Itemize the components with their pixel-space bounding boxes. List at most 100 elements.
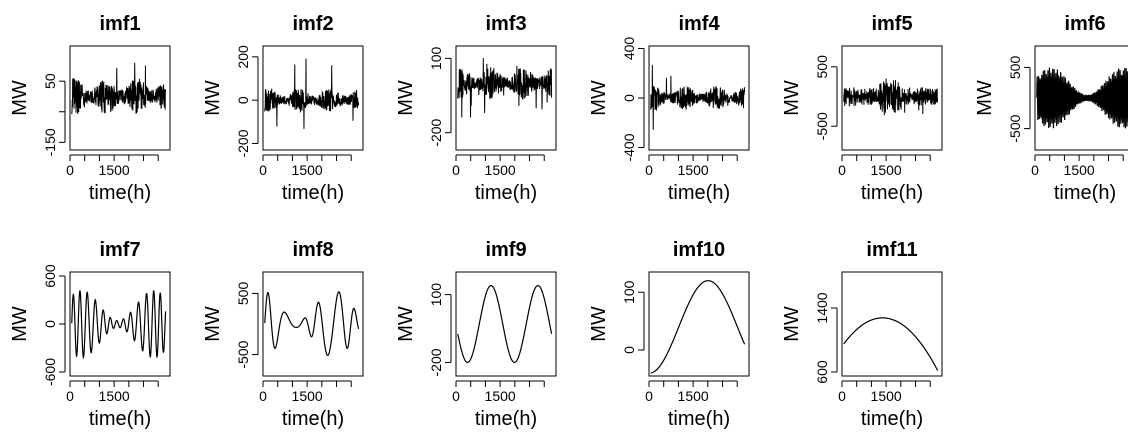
series-line	[264, 58, 360, 129]
x-tick-label: 0	[66, 162, 74, 178]
y-axis-label: MW	[588, 80, 610, 116]
plot-frame	[69, 45, 171, 151]
x-axis-label: time(h)	[668, 182, 730, 204]
series-line	[264, 291, 360, 357]
plot-frame	[262, 271, 364, 377]
x-tick-label: 1500	[871, 162, 902, 178]
y-tick-label: 0	[621, 346, 637, 354]
y-tick-label: 400	[621, 37, 637, 61]
imf-panel: imf11 0 1500 time(h) 600 1400 MW	[781, 239, 943, 430]
plot-frame	[1034, 45, 1128, 151]
x-axis-label: time(h)	[475, 408, 537, 430]
x-axis-label: time(h)	[475, 182, 537, 204]
panel-title: imf3	[485, 13, 526, 35]
x-tick-label: 0	[838, 162, 846, 178]
imf-panel: imf10 0 1500 time(h) 0 100 MW	[588, 239, 750, 430]
x-tick-label: 1500	[292, 388, 323, 404]
imf-panel: imf9 0 1500 time(h) -200 100 MW	[395, 239, 557, 430]
y-tick-label: -500	[1007, 114, 1023, 142]
y-tick-label: 0	[42, 320, 58, 328]
x-tick-label: 0	[838, 388, 846, 404]
series-line	[71, 62, 167, 115]
x-tick-label: 1500	[99, 162, 130, 178]
y-tick-label: 100	[428, 46, 444, 70]
x-tick-label: 1500	[678, 388, 709, 404]
y-tick-label: -500	[814, 112, 830, 140]
y-tick-label: -600	[42, 358, 58, 386]
imf-panel: imf4 0 1500 time(h) -400 0 400 MW	[588, 13, 750, 204]
y-axis-label: MW	[9, 306, 31, 342]
y-axis-label: MW	[202, 306, 224, 342]
panel-title: imf1	[99, 13, 140, 35]
y-axis-label: MW	[395, 80, 417, 116]
series-line	[457, 284, 553, 364]
series-line	[457, 57, 553, 118]
panel-title: imf2	[292, 13, 333, 35]
plot-frame	[648, 271, 750, 377]
x-axis-label: time(h)	[1054, 182, 1116, 204]
y-axis-label: MW	[9, 80, 31, 116]
plot-frame	[841, 45, 943, 151]
y-tick-label: -400	[621, 133, 637, 161]
imf-panel: imf3 0 1500 time(h) -200 100 MW	[395, 13, 557, 204]
y-axis-label: MW	[588, 306, 610, 342]
x-tick-label: 1500	[99, 388, 130, 404]
series-line	[843, 317, 939, 371]
imf-panel: imf2 0 1500 time(h) -200 0 200 MW	[202, 13, 364, 204]
x-tick-label: 1500	[678, 162, 709, 178]
y-tick-label: 600	[42, 264, 58, 288]
y-axis-label: MW	[974, 80, 996, 116]
x-axis-label: time(h)	[282, 182, 344, 204]
plot-frame	[262, 45, 364, 151]
x-tick-label: 1500	[871, 388, 902, 404]
plot-frame	[455, 45, 557, 151]
plot-frame	[69, 271, 171, 377]
y-tick-label: 1400	[814, 292, 830, 323]
x-tick-label: 0	[259, 388, 267, 404]
x-tick-label: 0	[452, 388, 460, 404]
plot-frame	[841, 271, 943, 377]
series-line	[843, 78, 939, 116]
panel-title: imf10	[673, 239, 725, 261]
panel-title: imf7	[99, 239, 140, 261]
y-tick-label: 500	[1007, 56, 1023, 80]
series-line	[650, 280, 746, 374]
plot-frame	[648, 45, 750, 151]
panel-title: imf5	[871, 13, 912, 35]
y-axis-label: MW	[395, 306, 417, 342]
x-tick-label: 1500	[485, 162, 516, 178]
imf-panel: imf8 0 1500 time(h) -500 500 MW	[202, 239, 364, 430]
panel-title: imf6	[1064, 13, 1105, 35]
x-tick-label: 1500	[1064, 162, 1095, 178]
y-tick-label: -200	[428, 348, 444, 376]
x-tick-label: 0	[645, 162, 653, 178]
x-axis-label: time(h)	[861, 182, 923, 204]
y-tick-label: 50	[42, 73, 58, 89]
y-tick-label: 200	[235, 45, 251, 69]
x-axis-label: time(h)	[89, 182, 151, 204]
panel-title: imf11	[866, 239, 917, 261]
x-axis-label: time(h)	[668, 408, 730, 430]
series-line	[1036, 67, 1128, 129]
y-axis-label: MW	[781, 306, 803, 342]
x-tick-label: 0	[1031, 162, 1039, 178]
imf-panel: imf6 0 1500 time(h) -500 500 MW	[974, 13, 1128, 204]
y-tick-label: 500	[235, 282, 251, 306]
imf-panel: imf5 0 1500 time(h) -500 500 MW	[781, 13, 943, 204]
series-line	[650, 64, 746, 130]
x-tick-label: 0	[452, 162, 460, 178]
y-tick-label: 100	[428, 283, 444, 307]
y-axis-label: MW	[202, 80, 224, 116]
x-tick-label: 0	[259, 162, 267, 178]
plot-frame	[455, 271, 557, 377]
x-tick-label: 1500	[485, 388, 516, 404]
x-axis-label: time(h)	[89, 408, 151, 430]
x-axis-label: time(h)	[861, 408, 923, 430]
y-tick-label: 600	[814, 360, 830, 384]
y-tick-label: -500	[235, 340, 251, 368]
panel-title: imf9	[485, 239, 526, 261]
x-axis-label: time(h)	[282, 408, 344, 430]
y-tick-label: 500	[814, 55, 830, 79]
series-line	[71, 290, 167, 360]
